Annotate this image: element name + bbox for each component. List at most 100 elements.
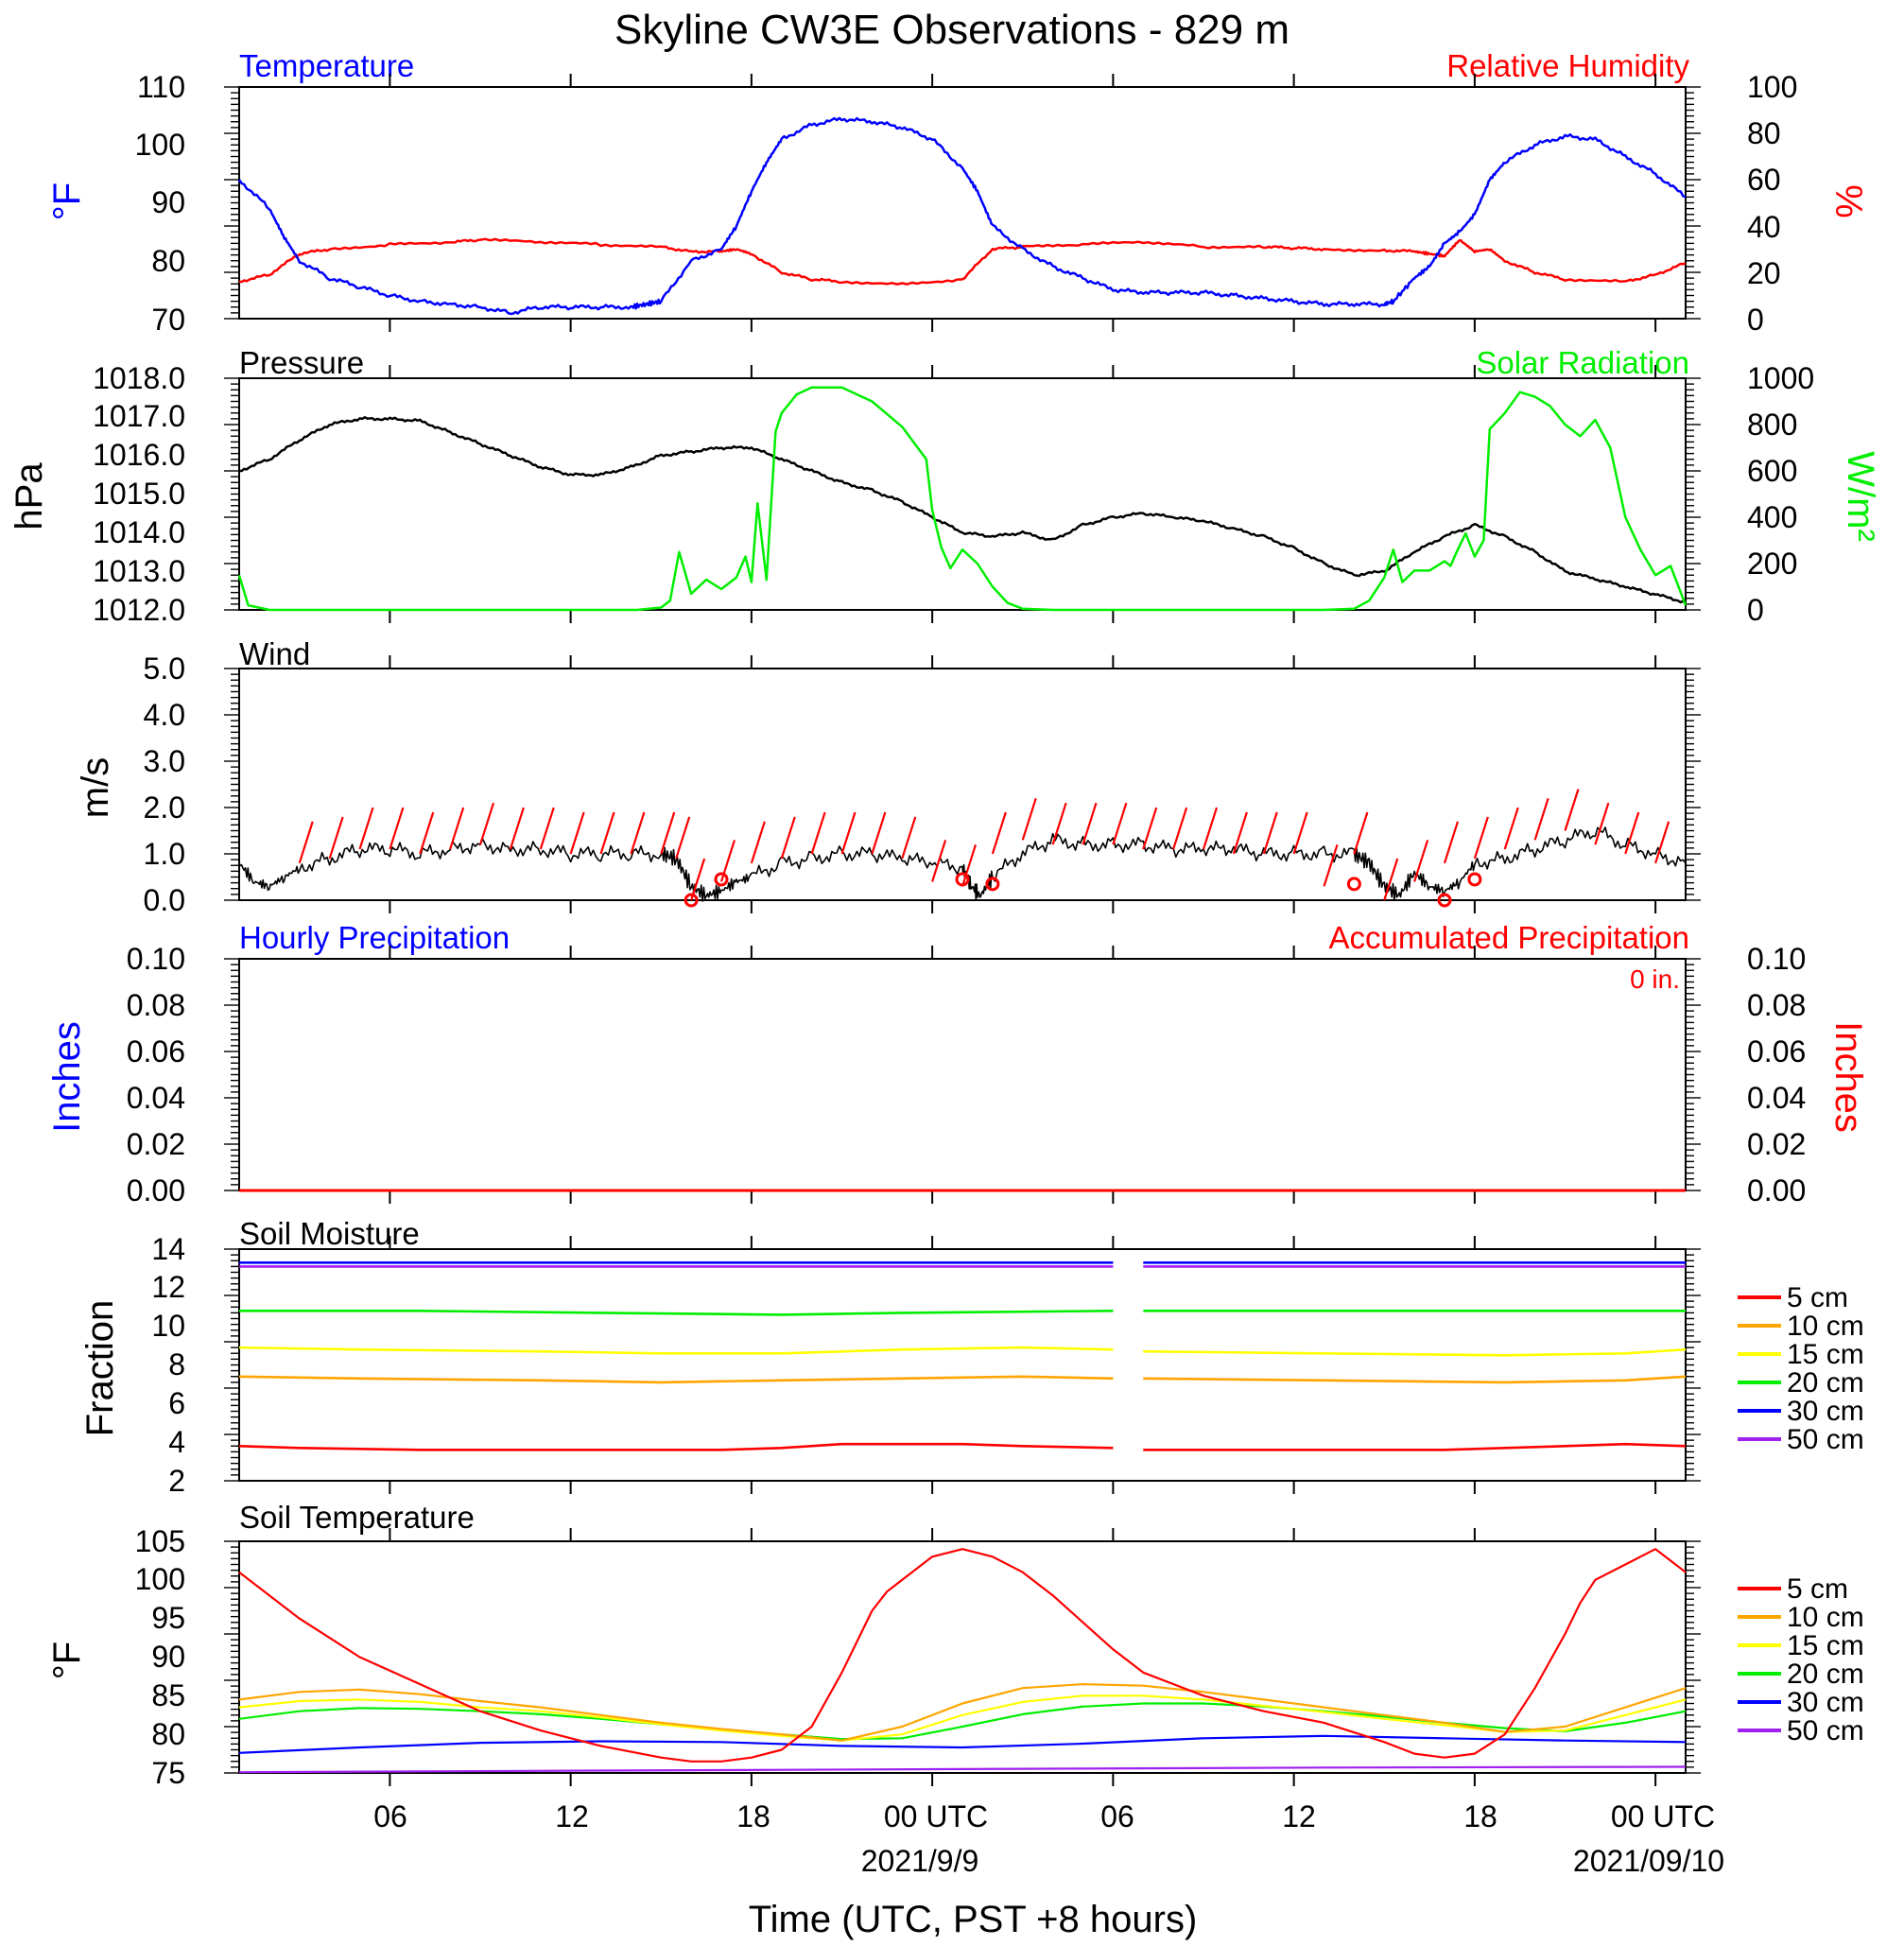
panel-precipitation: Hourly Precipitation Accumulated Precipi… xyxy=(46,920,1869,1208)
yticks-pressure: 1012.0 1013.0 1014.0 1015.0 1016.0 1017.… xyxy=(93,361,185,627)
legend-soil-temperature: 5 cm 10 cm 15 cm 20 cm 30 cm 50 cm xyxy=(1738,1573,1864,1746)
ytick-label: 80 xyxy=(1747,116,1781,150)
wind-barb xyxy=(1051,802,1067,845)
ytick-label: 800 xyxy=(1747,408,1797,442)
wind-barb xyxy=(871,811,887,855)
wind-barb xyxy=(1142,807,1158,850)
series-line-10-cm xyxy=(238,1683,1687,1742)
panel-title-temperature: Temperature xyxy=(239,48,414,83)
series-line-10-cm xyxy=(238,1375,1114,1384)
wind-barb xyxy=(1202,807,1219,850)
wind-barb xyxy=(810,811,826,855)
series-line-30-cm xyxy=(238,1734,1687,1754)
ytick-label: 4.0 xyxy=(144,698,185,732)
ylabel-soil-moisture: Fraction xyxy=(79,1300,121,1437)
ytick-label: 4 xyxy=(168,1425,185,1459)
ytick-label: 80 xyxy=(151,1717,185,1751)
wind-barb xyxy=(961,843,978,887)
ylabel-soil-temperature: °F xyxy=(46,1642,88,1679)
series-line-5-cm xyxy=(238,1548,1687,1763)
panel-title-accumulated-precipitation: Accumulated Precipitation xyxy=(1328,920,1689,955)
wind-barb xyxy=(630,811,646,855)
ytick-label: 3.0 xyxy=(144,744,185,778)
ytick-label: 2.0 xyxy=(144,791,185,825)
wind-barb xyxy=(1533,797,1549,841)
wind-barb xyxy=(1654,821,1670,864)
ytick-label: 1018.0 xyxy=(93,361,185,395)
series-line-5-cm-after-gap- xyxy=(1143,1442,1687,1451)
series-line-5-cm xyxy=(238,1442,1114,1451)
series-line-temperature xyxy=(237,116,1687,316)
ytick-label: 200 xyxy=(1747,547,1797,581)
ytick-label: 14 xyxy=(151,1232,185,1266)
xtick-label: 00 UTC xyxy=(1611,1799,1715,1833)
panel-title-pressure: Pressure xyxy=(239,345,364,380)
series-line-relative-humidity xyxy=(238,237,1687,286)
ytick-label: 5.0 xyxy=(144,652,185,686)
wind-barb xyxy=(780,816,796,860)
ylabel-hourly-precip: Inches xyxy=(46,1021,88,1133)
calm-wind-marker xyxy=(1437,893,1452,908)
wind-barb xyxy=(1413,840,1429,882)
xtick-label: 18 xyxy=(1463,1799,1497,1833)
ytick-label: 80 xyxy=(151,244,185,278)
ytick-label: 1017.0 xyxy=(93,399,185,433)
legend-label-30cm: 30 cm xyxy=(1787,1396,1864,1427)
panel-title-wind: Wind xyxy=(239,636,310,671)
ytick-label: 1012.0 xyxy=(93,593,185,627)
ytick-label: 600 xyxy=(1747,454,1797,488)
xtick-label: 12 xyxy=(555,1799,589,1833)
series-line-solar-radiation xyxy=(237,386,1688,612)
wind-barb xyxy=(660,811,676,855)
ytick-label: 0.00 xyxy=(127,1173,185,1208)
yticks-relative-humidity: 0 20 40 60 80 100 xyxy=(1747,70,1797,337)
ytick-label: 0.04 xyxy=(1747,1081,1806,1115)
series-line-10-cm-after-gap- xyxy=(1143,1375,1687,1384)
legend-label-20cm: 20 cm xyxy=(1787,1367,1864,1399)
ytick-label: 0 xyxy=(1747,593,1764,627)
wind-barb xyxy=(298,821,314,864)
calm-wind-marker xyxy=(1467,872,1482,887)
ytick-label: 8 xyxy=(168,1347,185,1381)
wind-barb xyxy=(478,802,495,845)
xtick-label: 00 UTC xyxy=(884,1799,988,1833)
legend-label-50cm: 50 cm xyxy=(1787,1424,1864,1455)
yticks-accum-precip: 0.00 0.02 0.04 0.06 0.08 0.10 xyxy=(1747,942,1806,1208)
yticks-solar-radiation: 0 200 400 600 800 1000 xyxy=(1747,361,1814,627)
ytick-label: 90 xyxy=(151,185,185,219)
legend-label-20cm: 20 cm xyxy=(1787,1659,1864,1690)
wind-barb xyxy=(1624,811,1640,855)
legend-label-15cm: 15 cm xyxy=(1787,1339,1864,1370)
yticks-hourly-precip: 0.00 0.02 0.04 0.06 0.08 0.10 xyxy=(127,942,185,1208)
wind-barb xyxy=(1443,821,1460,864)
panel-title-relative-humidity: Relative Humidity xyxy=(1446,48,1689,83)
series-line-15-cm xyxy=(238,1346,1114,1355)
ylabel-temperature: °F xyxy=(46,182,88,220)
series-line-15-cm-after-gap- xyxy=(1143,1347,1687,1357)
ylabel-pressure: hPa xyxy=(9,462,50,530)
xtick-label: 18 xyxy=(736,1799,770,1833)
series-line-15-cm xyxy=(238,1694,1687,1742)
ytick-label: 60 xyxy=(1747,163,1781,197)
legend-label-50cm: 50 cm xyxy=(1787,1715,1864,1746)
ytick-label: 95 xyxy=(151,1601,185,1635)
panel-soil-temperature: Soil Temperature °F 75 80 85 90 95 100 1… xyxy=(46,1500,1864,1790)
ytick-label: 0.10 xyxy=(1747,942,1806,976)
ytick-label: 0.08 xyxy=(127,988,185,1022)
wind-barb xyxy=(328,816,344,860)
ylabel-accum-precip: Inches xyxy=(1827,1021,1869,1133)
panel-soil-moisture: Soil Moisture Fraction 2 4 6 8 10 12 14 … xyxy=(79,1216,1864,1498)
wind-barb xyxy=(358,807,374,850)
ytick-label: 12 xyxy=(151,1270,185,1304)
legend-label-30cm: 30 cm xyxy=(1787,1687,1864,1718)
wind-barb xyxy=(1353,811,1369,855)
calm-wind-marker xyxy=(955,872,970,887)
ylabel-solar-radiation: W/m² xyxy=(1840,451,1881,542)
xaxis-label: Time (UTC, PST +8 hours) xyxy=(749,1899,1198,1940)
wind-barb xyxy=(1021,797,1037,841)
wind-barb xyxy=(1172,807,1188,850)
ytick-label: 0.02 xyxy=(127,1127,185,1161)
wind-barb xyxy=(599,811,615,855)
